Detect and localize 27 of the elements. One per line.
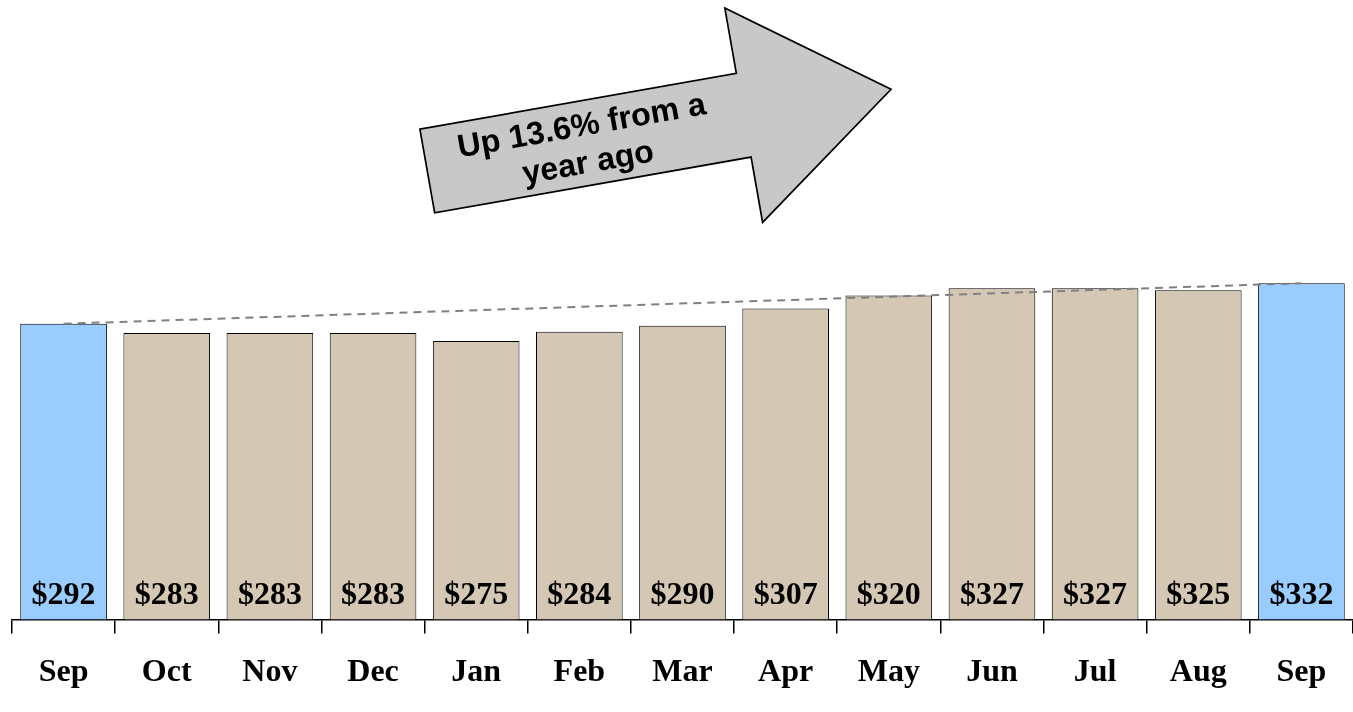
data-label: $320 <box>856 574 921 611</box>
x-tick-label: Oct <box>141 652 192 689</box>
data-label: $327 <box>1063 574 1128 611</box>
data-label: $283 <box>341 574 406 611</box>
data-label: $284 <box>547 574 612 611</box>
data-label: $332 <box>1269 574 1334 611</box>
x-tick-label: Dec <box>347 652 399 689</box>
x-tick-label: Jan <box>451 652 502 689</box>
x-tick-label: Feb <box>553 652 606 689</box>
x-tick-label: Sep <box>1276 652 1327 689</box>
data-label: $283 <box>237 574 302 611</box>
data-label: $327 <box>959 574 1024 611</box>
data-label: $307 <box>753 574 818 611</box>
data-label: $290 <box>650 574 715 611</box>
x-tick-label: Mar <box>652 652 713 689</box>
text: Up 13.6% from a year ago <box>453 84 710 193</box>
data-label: $283 <box>134 574 199 611</box>
x-tick-label: Jul <box>1073 652 1117 689</box>
x-tick-label: May <box>857 652 920 689</box>
x-tick-label: Sep <box>38 652 89 689</box>
data-label: $275 <box>444 574 509 611</box>
x-tick-label: Apr <box>758 652 814 689</box>
x-tick-label: Nov <box>242 652 298 689</box>
data-label: $325 <box>1166 574 1231 611</box>
x-tick-label: Jun <box>966 652 1018 689</box>
x-tick-label: Aug <box>1169 652 1227 689</box>
data-label: $292 <box>31 574 96 611</box>
